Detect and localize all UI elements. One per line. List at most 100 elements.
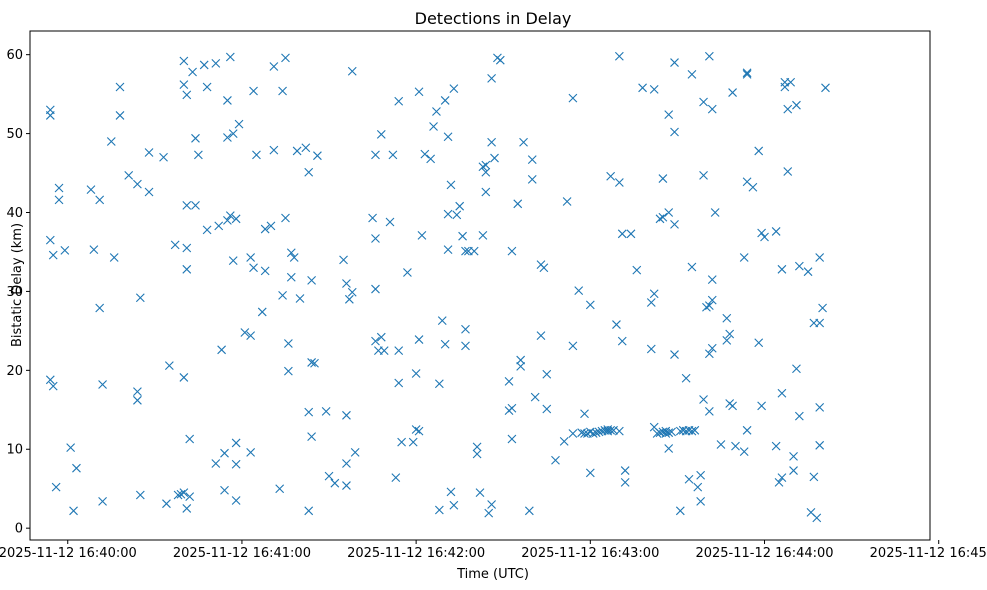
- data-point: [699, 171, 708, 180]
- data-point: [411, 425, 421, 434]
- data-point: [646, 298, 656, 307]
- data-point: [440, 96, 450, 105]
- data-point: [182, 90, 192, 100]
- data-point: [414, 335, 424, 344]
- data-point: [667, 427, 677, 437]
- data-point: [670, 219, 679, 229]
- data-point: [283, 366, 293, 376]
- data-point: [469, 246, 479, 256]
- data-point: [704, 301, 714, 311]
- data-point: [472, 442, 482, 452]
- data-point: [516, 355, 526, 365]
- data-point: [754, 338, 764, 348]
- data-point: [106, 137, 116, 146]
- data-point: [440, 339, 450, 349]
- y-axis-ticks: 0 10 20 30 40 50 60: [6, 48, 30, 537]
- data-point: [774, 478, 784, 487]
- data-point: [202, 82, 212, 92]
- data-point: [98, 496, 107, 506]
- data-point: [620, 466, 630, 475]
- data-point: [617, 336, 627, 346]
- data-point: [223, 216, 232, 225]
- y-tick-label: 30: [6, 285, 23, 300]
- data-point: [292, 146, 302, 156]
- data-point: [452, 210, 462, 220]
- data-point: [260, 224, 270, 234]
- data-point: [507, 434, 517, 444]
- data-point: [792, 364, 801, 374]
- data-point: [403, 268, 412, 277]
- data-point: [612, 320, 621, 329]
- data-point: [310, 358, 319, 368]
- data-point: [655, 214, 665, 224]
- data-point: [809, 472, 819, 482]
- data-point: [179, 80, 189, 90]
- data-point: [89, 245, 99, 254]
- data-point: [487, 73, 497, 83]
- data-point: [524, 506, 534, 516]
- x-tick-label: 2025-11-12 16:45:00: [870, 546, 987, 561]
- data-point: [420, 149, 430, 159]
- data-point: [231, 438, 241, 448]
- x-tick-label: 2025-11-12 16:44:00: [695, 546, 833, 561]
- y-axis-label: Bistatic Delay (km): [10, 223, 25, 347]
- data-point: [179, 56, 189, 66]
- data-point: [484, 508, 494, 518]
- data-point: [481, 167, 491, 177]
- data-point: [757, 401, 767, 411]
- data-point: [426, 154, 436, 164]
- data-point: [771, 227, 781, 236]
- data-point: [246, 331, 256, 340]
- data-point: [342, 459, 351, 468]
- data-point: [240, 328, 250, 337]
- data-point: [687, 262, 697, 272]
- data-point: [228, 256, 238, 266]
- data-point: [408, 437, 418, 447]
- data-point: [394, 346, 404, 355]
- data-point: [789, 451, 798, 461]
- y-tick-label: 20: [6, 364, 23, 379]
- data-point: [304, 407, 314, 417]
- data-point: [472, 449, 482, 459]
- data-point: [530, 392, 540, 402]
- data-point: [368, 213, 377, 223]
- data-point: [591, 428, 601, 438]
- data-point: [507, 403, 517, 413]
- data-point: [638, 83, 647, 93]
- data-point: [350, 448, 360, 457]
- data-point: [95, 303, 105, 313]
- data-point: [48, 250, 58, 260]
- data-point: [133, 179, 142, 189]
- data-point: [580, 409, 589, 419]
- data-point: [693, 482, 703, 492]
- data-point: [507, 246, 517, 256]
- data-point: [821, 83, 830, 93]
- data-point: [687, 426, 697, 436]
- data-point: [342, 410, 351, 420]
- data-point: [301, 143, 311, 153]
- data-point: [722, 313, 732, 323]
- data-point: [617, 229, 627, 239]
- data-point: [777, 473, 787, 483]
- data-point: [513, 199, 523, 209]
- data-point: [283, 339, 293, 348]
- data-point: [411, 369, 421, 378]
- x-tick-label: 2025-11-12 16:43:00: [521, 546, 659, 561]
- data-point: [269, 145, 279, 155]
- data-point: [214, 221, 224, 231]
- data-point: [742, 68, 752, 78]
- data-point: [594, 427, 604, 437]
- y-tick-label: 40: [6, 206, 23, 221]
- data-point: [278, 290, 287, 300]
- data-point: [304, 506, 314, 516]
- data-point: [696, 470, 706, 480]
- data-point: [606, 171, 616, 181]
- data-point: [223, 96, 232, 105]
- data-point: [725, 329, 735, 339]
- data-point: [170, 240, 180, 250]
- data-point: [760, 232, 769, 242]
- data-point: [646, 344, 656, 354]
- data-point: [757, 228, 767, 238]
- data-point: [707, 275, 717, 284]
- data-point: [394, 96, 404, 106]
